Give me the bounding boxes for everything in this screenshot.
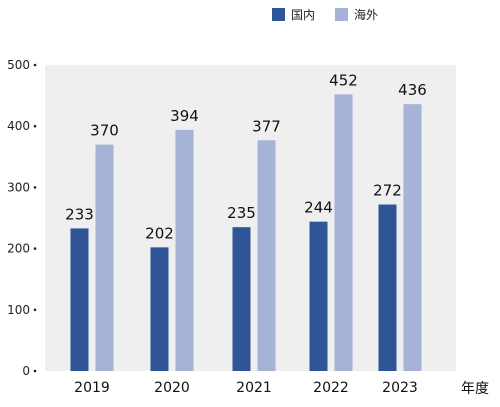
bar-2022-国内 (309, 221, 328, 371)
y-tick-mark (33, 124, 37, 128)
data-label: 233 (65, 205, 94, 223)
legend-swatch (272, 8, 285, 21)
bar-2019-国内 (70, 228, 89, 371)
x-tick-label: 2021 (236, 380, 272, 396)
data-label: 436 (398, 81, 427, 99)
x-axis: 2019 2020 2021 2022 2023 (74, 380, 418, 396)
x-tick-label: 2019 (74, 380, 110, 396)
data-label: 452 (329, 71, 358, 89)
y-tick-label: 300 (7, 180, 30, 194)
x-tick-label: 2020 (154, 380, 190, 396)
y-tick-mark (33, 186, 37, 189)
data-label: 244 (304, 199, 333, 217)
y-tick-mark (33, 308, 37, 312)
bar-2021-国内 (232, 227, 251, 371)
legend-label: 海外 (354, 7, 378, 22)
bar-2023-国内 (378, 204, 397, 371)
bars: 233 370 202 394 235 377 244 452 272 436 (65, 71, 427, 371)
data-label: 235 (227, 204, 256, 222)
bar-2022-海外 (334, 94, 353, 371)
y-axis: 0 100 200 300 400 500 (7, 58, 37, 378)
y-tick-mark (33, 369, 37, 373)
legend-label: 国内 (291, 8, 315, 22)
y-tick-label: 500 (7, 58, 30, 72)
bar-2020-国内 (150, 247, 169, 371)
y-tick-label: 100 (7, 303, 30, 317)
y-tick-label: 0 (22, 364, 30, 378)
y-tick-mark (33, 63, 37, 67)
data-label: 377 (252, 117, 281, 135)
y-tick-label: 400 (7, 119, 30, 133)
data-label: 394 (170, 107, 199, 125)
bar-2019-海外 (95, 144, 114, 371)
bar-2020-海外 (175, 129, 194, 371)
data-label: 272 (373, 182, 402, 200)
legend-swatch (335, 8, 348, 21)
bar-2023-海外 (403, 104, 422, 371)
data-label: 370 (90, 122, 119, 140)
data-label: 202 (145, 224, 174, 242)
x-axis-title: 年度 (461, 381, 489, 397)
x-tick-label: 2023 (382, 380, 418, 396)
bar-2021-海外 (257, 140, 276, 371)
legend: 国内 海外 (272, 7, 378, 22)
y-tick-mark (33, 247, 37, 250)
y-tick-label: 200 (7, 242, 30, 256)
x-tick-label: 2022 (313, 380, 349, 396)
